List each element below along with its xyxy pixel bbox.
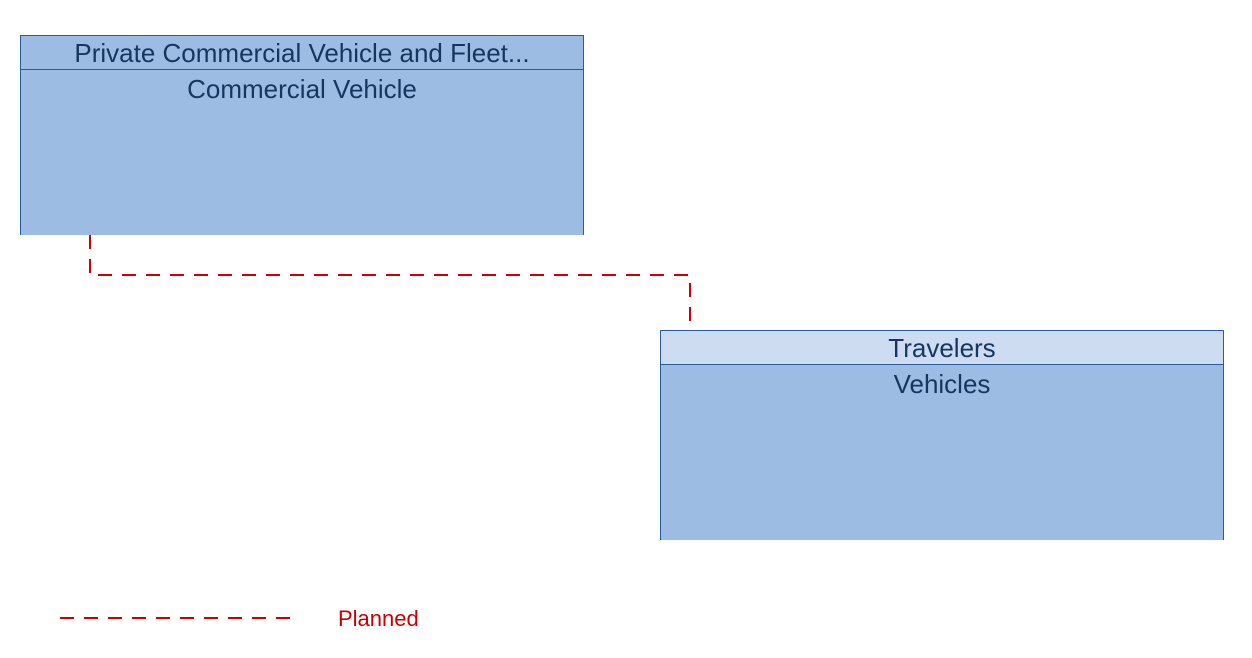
node-commercial-vehicle: Private Commercial Vehicle and Fleet... … (20, 35, 584, 235)
diagram-stage: Private Commercial Vehicle and Fleet... … (0, 0, 1252, 658)
node-body: Vehicles (661, 365, 1223, 540)
node-travelers-vehicles: Travelers Vehicles (660, 330, 1224, 540)
node-header-label: Private Commercial Vehicle and Fleet... (74, 38, 529, 68)
node-body: Commercial Vehicle (21, 70, 583, 235)
node-header-label: Travelers (888, 333, 995, 363)
node-header: Travelers (661, 331, 1223, 365)
node-body-label: Commercial Vehicle (187, 74, 417, 104)
legend-label: Planned (338, 606, 419, 632)
legend-label-text: Planned (338, 606, 419, 631)
legend-line (60, 616, 294, 620)
node-body-label: Vehicles (894, 369, 991, 399)
node-header: Private Commercial Vehicle and Fleet... (21, 36, 583, 70)
